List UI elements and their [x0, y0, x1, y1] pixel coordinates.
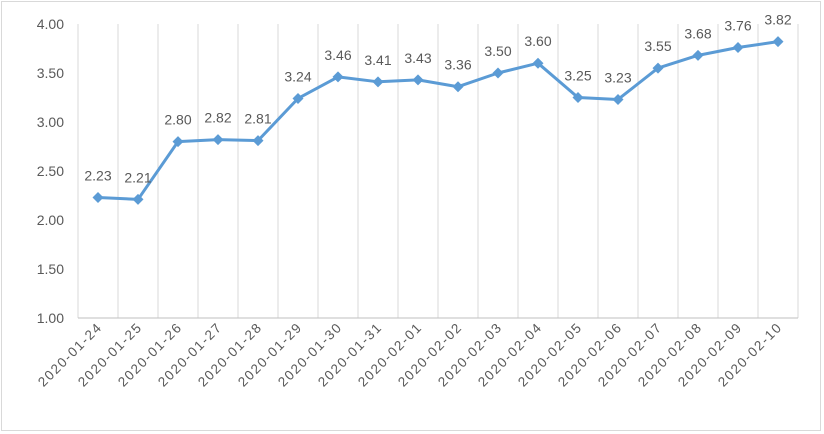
y-tick-label: 3.00 [37, 114, 64, 130]
data-label: 3.24 [284, 68, 311, 84]
gridlines [77, 24, 799, 318]
y-tick-label: 1.00 [37, 310, 64, 326]
data-point-marker [452, 81, 464, 93]
x-axis-ticks: 2020-01-242020-01-252020-01-262020-01-27… [35, 320, 785, 390]
data-label: 2.82 [204, 110, 231, 126]
data-point-marker [532, 57, 544, 69]
data-label: 2.21 [124, 169, 151, 185]
y-tick-label: 2.00 [37, 212, 64, 228]
data-point-marker [572, 92, 584, 103]
data-point-marker [652, 62, 664, 74]
data-label: 3.41 [364, 52, 391, 68]
y-tick-label: 2.50 [37, 163, 64, 179]
data-label: 3.55 [644, 38, 671, 54]
data-label: 3.82 [764, 12, 791, 28]
data-point-marker [172, 136, 184, 148]
data-point-marker [212, 134, 224, 146]
data-label: 3.43 [404, 50, 431, 66]
data-label: 3.60 [524, 33, 551, 49]
data-point-marker [252, 135, 264, 147]
data-point-marker [492, 67, 504, 79]
y-tick-label: 3.50 [37, 65, 64, 81]
data-point-marker [412, 74, 424, 86]
data-point-marker [132, 193, 144, 205]
data-point-marker [372, 76, 384, 88]
data-label: 3.23 [604, 69, 631, 85]
data-labels: 2.23 2.21 2.80 2.82 2.81 3.24 3.46 3.41 3.43 3.36… [84, 12, 791, 186]
y-tick-label: 1.50 [37, 261, 64, 277]
data-point-marker [612, 93, 624, 105]
series-line [97, 40, 779, 201]
y-axis-ticks: 1.00 1.50 2.00 2.50 3.00 3.50 4.00 [37, 16, 64, 326]
data-label: 2.80 [164, 112, 191, 128]
data-point-marker [92, 191, 104, 203]
data-label: 3.36 [444, 57, 471, 73]
data-label: 3.76 [724, 18, 751, 34]
data-point-marker [692, 49, 704, 61]
y-tick-label: 4.00 [37, 16, 64, 32]
series [92, 36, 784, 205]
data-label: 3.68 [684, 25, 711, 41]
data-label: 3.25 [564, 68, 591, 84]
data-point-marker [292, 92, 304, 104]
data-point-marker [772, 36, 784, 48]
data-label: 2.23 [84, 167, 111, 183]
data-label: 3.46 [324, 47, 351, 63]
data-point-marker [332, 71, 344, 83]
data-label: 3.50 [484, 43, 511, 59]
data-point-marker [732, 42, 744, 54]
data-label: 2.81 [244, 111, 271, 127]
